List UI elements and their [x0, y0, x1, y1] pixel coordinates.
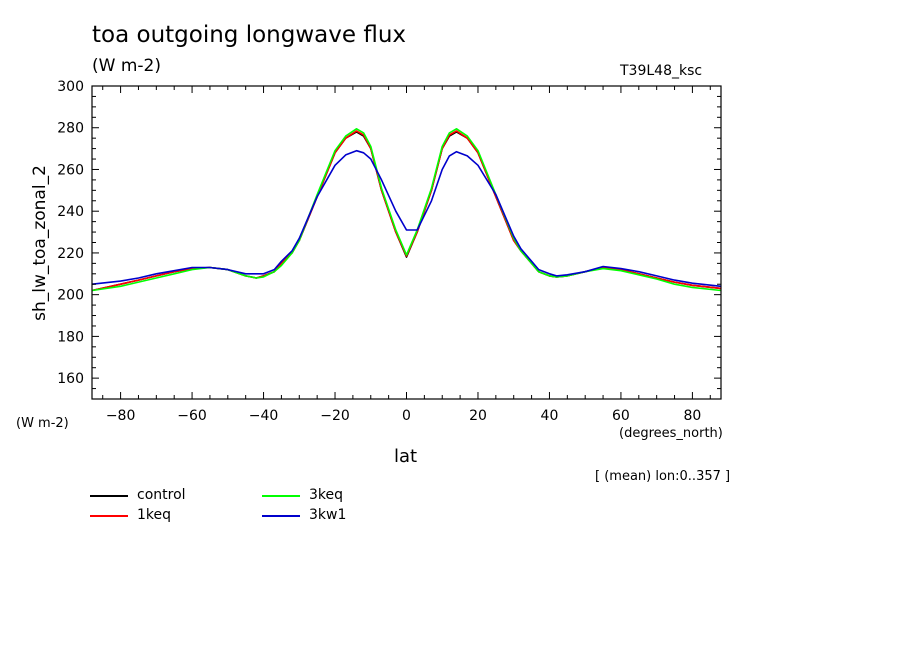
x-tick-label: 40 [541, 408, 559, 424]
legend-label-3kw1: 3kw1 [309, 507, 347, 523]
x-tick-label: 60 [612, 408, 630, 424]
x-tick-label: −20 [320, 408, 350, 424]
y-tick-label: 300 [57, 79, 84, 95]
legend: control 1keq 3keq 3kw1 [90, 487, 390, 527]
y-axis-units: (W m-2) [16, 416, 69, 431]
x-axis-units: (degrees_north) [619, 426, 723, 441]
x-tick-label: 0 [402, 408, 411, 424]
run-tag: T39L48_ksc [620, 63, 703, 79]
y-tick-label: 180 [57, 329, 84, 345]
series-line-control [91, 131, 722, 292]
x-tick-label: −80 [106, 408, 136, 424]
averaging-note: [ (mean) lon:0..357 ] [595, 469, 731, 484]
legend-label-1keq: 1keq [137, 507, 172, 523]
y-tick-label: 160 [57, 371, 84, 387]
tick-layer: −80 −60 −40 −20 0 20 40 60 80 160 180 200 220 240 260 2… [57, 79, 721, 424]
series-line-1keq [91, 130, 722, 292]
chart-title: toa outgoing longwave flux [92, 22, 407, 48]
plot-frame [91, 85, 722, 400]
series-line-3keq [91, 128, 722, 292]
y-tick-label: 200 [57, 288, 84, 304]
legend-swatch-1keq [90, 515, 128, 517]
y-tick-label: 240 [57, 204, 84, 220]
chart-units: (W m-2) [92, 56, 161, 76]
x-tick-label: −60 [177, 408, 207, 424]
x-axis-label: lat [394, 446, 418, 467]
legend-swatch-3kw1 [262, 515, 300, 517]
legend-label-control: control [137, 487, 186, 503]
y-tick-label: 280 [57, 121, 84, 137]
x-tick-label: 20 [469, 408, 487, 424]
y-tick-label: 220 [57, 246, 84, 262]
x-tick-label: 80 [683, 408, 701, 424]
legend-swatch-3keq [262, 495, 300, 497]
x-tick-label: −40 [249, 408, 279, 424]
series-layer [91, 128, 722, 292]
legend-swatch-control [90, 495, 128, 497]
series-line-3kw1 [91, 149, 722, 288]
legend-label-3keq: 3keq [309, 487, 344, 503]
y-tick-label: 260 [57, 162, 84, 178]
